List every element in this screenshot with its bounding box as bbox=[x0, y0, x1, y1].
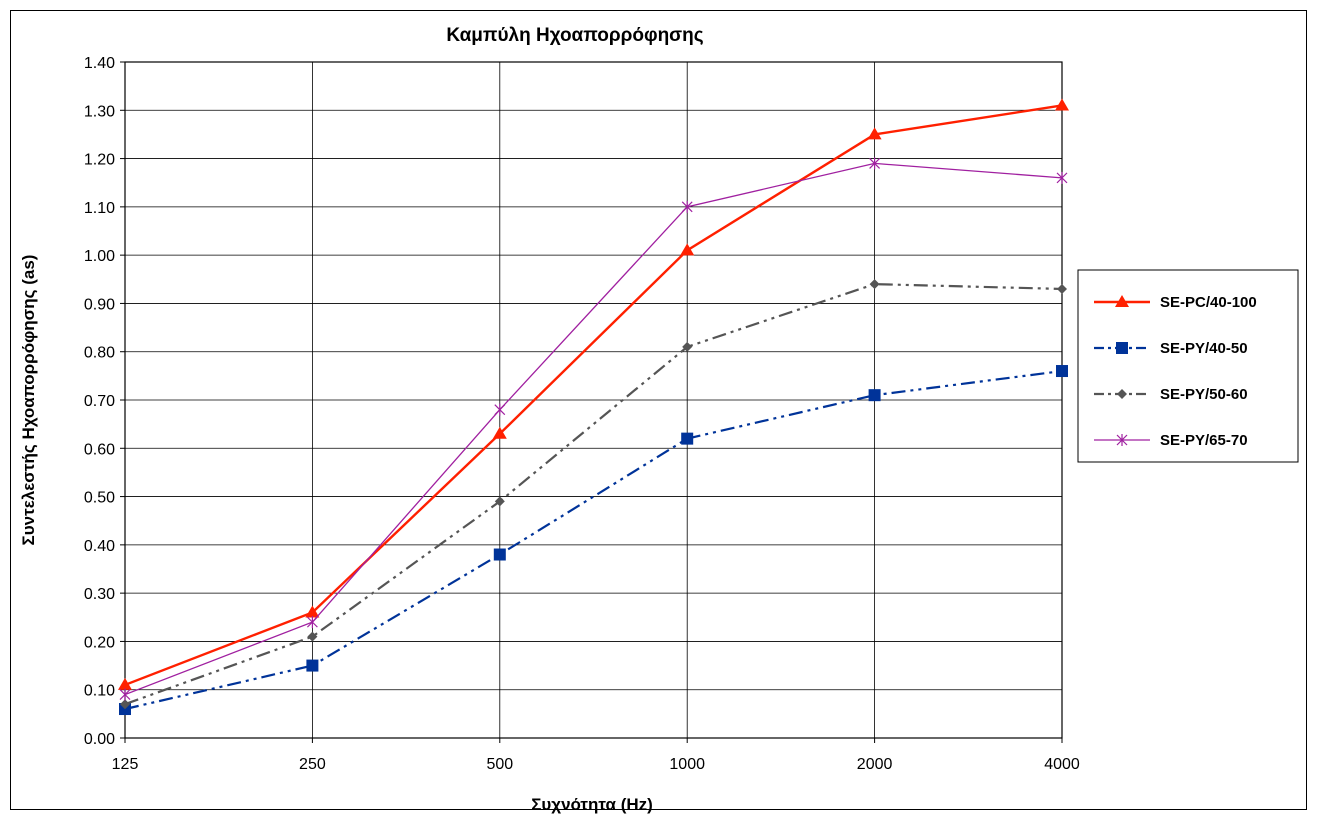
y-axis-title: Συντελεστής Ηχοαπορρόφησης (as) bbox=[19, 255, 38, 546]
y-tick-label: 1.40 bbox=[84, 55, 115, 72]
series-line bbox=[124, 162, 1063, 696]
x-tick-label: 4000 bbox=[1044, 756, 1080, 773]
y-tick-label: 0.00 bbox=[84, 731, 115, 748]
y-tick-label: 0.30 bbox=[84, 586, 115, 603]
star-marker bbox=[681, 200, 693, 213]
y-tick-label: 0.70 bbox=[84, 393, 115, 410]
y-tick-label: 0.20 bbox=[84, 634, 115, 651]
legend-label: SE-PY/50-60 bbox=[1160, 386, 1248, 403]
legend-item: SE-PY/40-50 bbox=[1094, 340, 1248, 357]
y-tick-label: 0.40 bbox=[84, 538, 115, 555]
square-marker bbox=[493, 548, 506, 561]
x-tick-label: 2000 bbox=[857, 756, 893, 773]
diamond-marker bbox=[494, 496, 505, 507]
y-tick-label: 1.00 bbox=[84, 248, 115, 265]
square-marker bbox=[1116, 342, 1128, 354]
legend-label: SE-PC/40-100 bbox=[1160, 294, 1257, 311]
legend-item: SE-PC/40-100 bbox=[1094, 294, 1257, 311]
legend: SE-PC/40-100 SE-PY/40-50 SE-PY/50-60 SE-PY/… bbox=[1077, 269, 1299, 463]
diamond-marker bbox=[1117, 389, 1127, 399]
square-marker bbox=[1056, 365, 1068, 378]
series-line bbox=[124, 283, 1063, 706]
triangle-marker bbox=[1055, 98, 1069, 111]
legend-label: SE-PY/40-50 bbox=[1160, 340, 1248, 357]
legend-item: SE-PY/50-60 bbox=[1094, 386, 1248, 403]
star-marker bbox=[306, 616, 318, 629]
y-tick-labels: 0.00 0.10 0.20 0.30 0.40 0.50 0.60 0.70 0.80 0.90… bbox=[84, 55, 115, 748]
x-tick-label: 125 bbox=[112, 756, 139, 773]
y-tick-label: 0.60 bbox=[84, 441, 115, 458]
diamond-marker bbox=[307, 631, 318, 642]
diamond-marker bbox=[120, 699, 130, 710]
triangle-marker bbox=[1115, 295, 1129, 307]
star-marker bbox=[494, 403, 506, 416]
triangle-marker bbox=[305, 605, 320, 618]
x-tick-label: 250 bbox=[299, 756, 326, 773]
x-tick-labels: 125 250 500 1000 2000 4000 bbox=[112, 756, 1080, 773]
plot-area-border bbox=[124, 61, 1063, 739]
y-tick-label: 1.10 bbox=[84, 200, 115, 217]
legend-item: SE-PY/65-70 bbox=[1094, 432, 1248, 449]
diamond-marker bbox=[1057, 283, 1067, 294]
diamond-marker bbox=[869, 279, 880, 290]
series-SE-PY/50-60 bbox=[120, 279, 1067, 710]
series-SE-PC/40-100 bbox=[118, 98, 1069, 690]
series-line bbox=[124, 369, 1063, 711]
square-marker bbox=[306, 659, 319, 672]
star-marker bbox=[869, 157, 881, 170]
square-marker bbox=[681, 432, 694, 445]
y-tick-label: 0.50 bbox=[84, 490, 115, 507]
y-tick-label: 1.30 bbox=[84, 103, 115, 120]
square-marker bbox=[868, 389, 881, 402]
grid bbox=[124, 61, 1063, 739]
series-group bbox=[118, 98, 1069, 716]
chart-title: Καμπύλη Ηχοαπορρόφησης bbox=[446, 25, 703, 46]
series-SE-PY/65-70 bbox=[119, 157, 1068, 701]
diamond-marker bbox=[682, 341, 693, 352]
triangle-marker bbox=[118, 677, 132, 690]
triangle-marker bbox=[680, 243, 695, 256]
y-tick-label: 0.90 bbox=[84, 296, 115, 313]
axes bbox=[120, 61, 1063, 743]
triangle-marker bbox=[492, 426, 507, 439]
legend-label: SE-PY/65-70 bbox=[1160, 432, 1248, 449]
star-marker bbox=[1116, 434, 1128, 446]
y-tick-label: 0.80 bbox=[84, 345, 115, 362]
series-SE-PY/40-50 bbox=[119, 365, 1068, 716]
x-axis-title: Συχνότητα (Hz) bbox=[531, 795, 653, 814]
x-tick-label: 500 bbox=[486, 756, 513, 773]
x-tick-label: 1000 bbox=[669, 756, 705, 773]
triangle-marker bbox=[867, 127, 882, 140]
star-marker bbox=[1056, 171, 1068, 184]
star-marker bbox=[119, 688, 131, 701]
y-tick-label: 0.10 bbox=[84, 683, 115, 700]
y-tick-label: 1.20 bbox=[84, 152, 115, 169]
series-line bbox=[124, 104, 1063, 687]
